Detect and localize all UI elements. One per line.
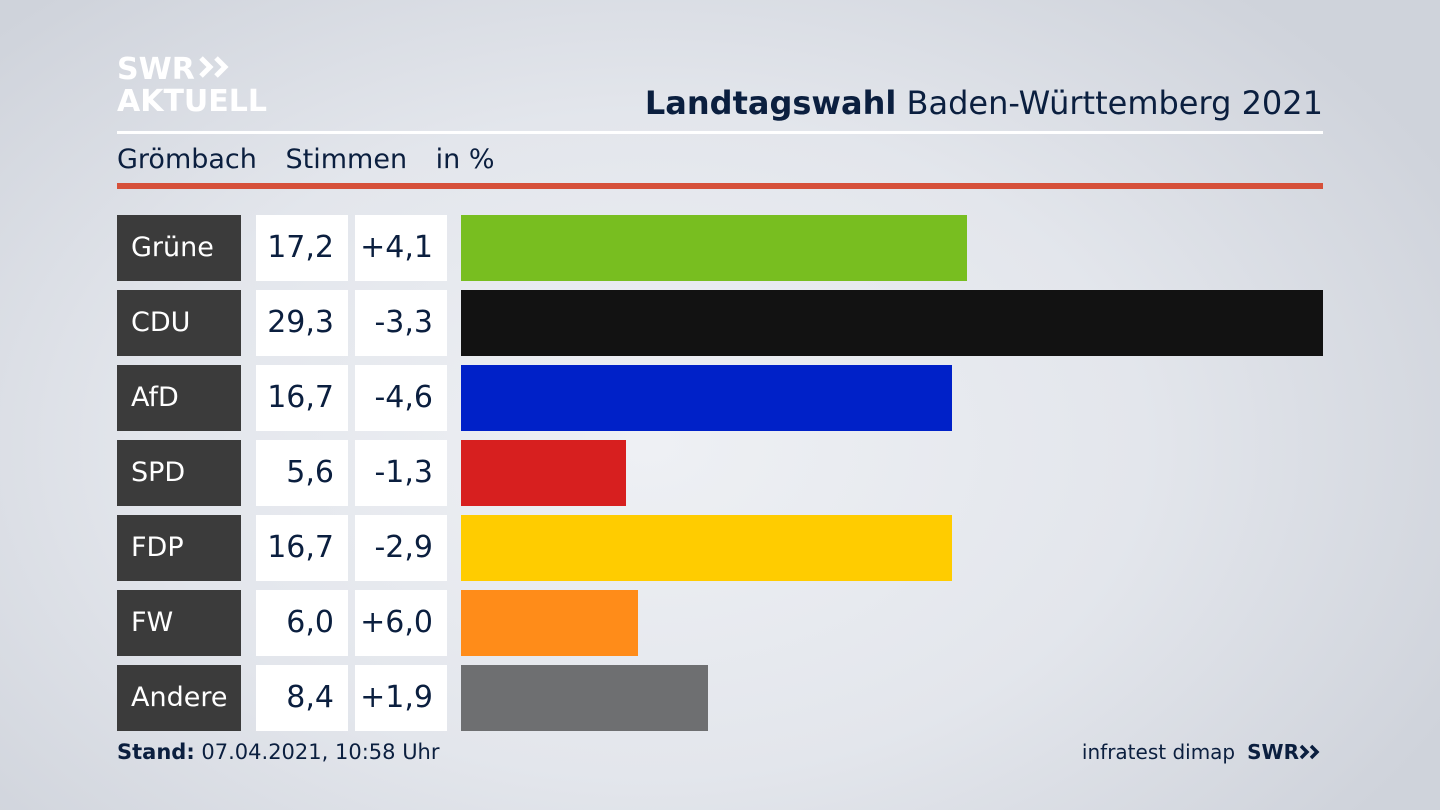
- party-label: FW: [117, 590, 241, 656]
- bar-afd: [461, 365, 952, 431]
- header-divider: [117, 131, 1323, 134]
- vote-share-value: 16,7: [256, 515, 348, 581]
- footer-timestamp: Stand: 07.04.2021, 10:58 Uhr: [117, 740, 440, 764]
- swr-aktuell-logo: SWR AKTUELL: [117, 54, 277, 124]
- logo-swr-text: SWR: [117, 52, 195, 87]
- accent-divider: [117, 183, 1323, 189]
- vote-share-value: 8,4: [256, 665, 348, 731]
- stand-label: Stand:: [117, 740, 195, 764]
- bar-spd: [461, 440, 626, 506]
- chart-subtitle: Grömbach Stimmen in %: [117, 144, 515, 175]
- bar-fw: [461, 590, 638, 656]
- bar-cdu: [461, 290, 1323, 356]
- bar-gr-ne: [461, 215, 967, 281]
- vote-share-change: -3,3: [355, 290, 447, 356]
- vote-share-value: 16,7: [256, 365, 348, 431]
- logo-aktuell-text: AKTUELL: [117, 84, 268, 119]
- footer-swr-logo: SWR: [1247, 740, 1323, 764]
- vote-share-change: +6,0: [355, 590, 447, 656]
- vote-share-value: 17,2: [256, 215, 348, 281]
- party-label: AfD: [117, 365, 241, 431]
- source-label: infratest dimap: [1081, 740, 1236, 764]
- party-label: Andere: [117, 665, 241, 731]
- party-label: SPD: [117, 440, 241, 506]
- vote-share-value: 5,6: [256, 440, 348, 506]
- bar-andere: [461, 665, 708, 731]
- title-rest: Baden-Württemberg 2021: [906, 84, 1324, 122]
- subtitle-unit: in %: [435, 144, 495, 175]
- logo-chevrons-icon: [199, 54, 233, 86]
- vote-share-change: -4,6: [355, 365, 447, 431]
- footer-chevrons-icon: [1299, 744, 1320, 760]
- party-label: Grüne: [117, 215, 241, 281]
- vote-share-change: -1,3: [355, 440, 447, 506]
- party-label: FDP: [117, 515, 241, 581]
- stand-value: 07.04.2021, 10:58 Uhr: [201, 740, 440, 764]
- subtitle-place: Grömbach: [117, 144, 257, 175]
- subtitle-metric: Stimmen: [285, 144, 408, 175]
- footer-source: infratest dimap SWR: [1082, 740, 1323, 764]
- vote-share-change: +4,1: [355, 215, 447, 281]
- footer-swr-text: SWR: [1247, 740, 1299, 764]
- vote-share-change: +1,9: [355, 665, 447, 731]
- vote-share-value: 29,3: [256, 290, 348, 356]
- vote-share-value: 6,0: [256, 590, 348, 656]
- page-title: Landtagswahl Baden-Württemberg 2021: [645, 84, 1323, 122]
- vote-share-change: -2,9: [355, 515, 447, 581]
- bar-fdp: [461, 515, 952, 581]
- party-label: CDU: [117, 290, 241, 356]
- title-bold: Landtagswahl: [644, 84, 897, 122]
